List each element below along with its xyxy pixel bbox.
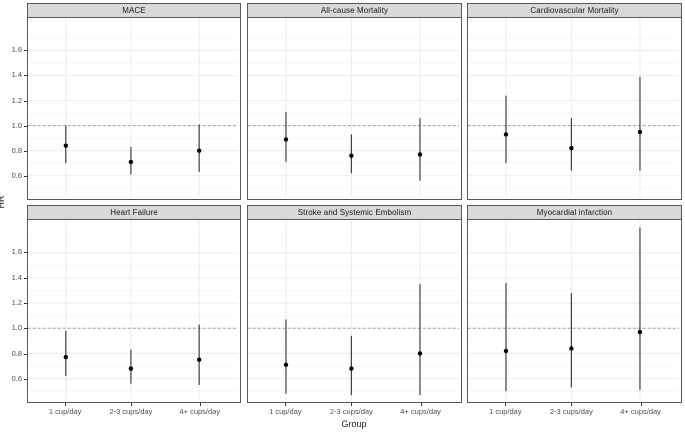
y-tick-label: 1.6 [11,247,22,257]
facet-plot-area [28,18,238,197]
x-tick-mark [505,403,507,406]
y-tick-mark [24,328,27,330]
y-tick-label: 0.8 [11,146,22,156]
x-tick-mark [130,403,132,406]
data-point [569,346,574,351]
facet-plot-area [248,220,459,400]
facet-title: Heart Failure [110,208,158,217]
data-point [196,148,202,153]
x-tick-label: 4+ cups/day [620,407,661,416]
data-point [637,129,643,135]
y-tick-label: 0.8 [11,348,22,358]
facet-title: Myocardial infarction [536,208,613,217]
facet-panel-mace [27,17,241,200]
x-tick-label: 4+ cups/day [179,407,221,416]
facet-panel-all-cause-mortality [247,17,462,200]
facet-title: All-cause Mortality [320,6,389,15]
y-tick-mark [24,379,27,381]
facet-plot-area [468,18,679,197]
x-tick-mark [640,403,642,406]
x-axis-title: Group [341,419,367,429]
facet-plot-area [468,220,679,400]
x-tick-label: 1 cup/day [269,407,302,416]
y-tick-mark [24,303,27,304]
x-tick-mark [420,403,422,406]
x-tick-mark [571,403,573,406]
data-point [637,329,643,335]
data-point [569,145,574,151]
x-tick-mark [351,403,353,406]
x-tick-mark [199,403,201,406]
y-tick-mark [24,75,27,77]
facet-strip-myocardial-infarction: Myocardial infarction [467,205,682,220]
x-tick-label: 4+ cups/day [400,407,441,416]
y-tick-mark [24,125,27,127]
x-tick-mark [285,403,287,406]
facet-panel-heart-failure [27,219,241,403]
facet-panel-cardiovascular-mortality [467,17,682,200]
y-tick-label: 1.2 [11,298,22,307]
data-point [128,366,134,371]
facet-strip-all-cause-mortality: All-cause Mortality [247,3,462,18]
y-tick-label: 0.6 [11,374,22,384]
facet-title: Stroke and Systemic Embolism [297,208,412,217]
y-tick-label: 0.6 [11,171,22,181]
data-point [63,143,68,148]
x-tick-label: 2-3 cups/day [549,407,593,416]
data-point [349,366,354,371]
data-point [283,362,289,367]
facet-panel-myocardial-infarction [467,219,682,403]
y-tick-label: 1.4 [11,70,22,80]
facet-strip-cardiovascular-mortality: Cardiovascular Mortality [467,3,682,18]
x-tick-mark [65,403,67,406]
data-point [417,152,423,157]
y-tick-mark [24,49,27,51]
y-tick-mark [24,100,27,102]
facet-strip-mace: MACE [27,3,241,18]
facet-strip-stroke-systemic-embolism: Stroke and Systemic Embolism [247,205,462,220]
facet-strip-heart-failure: Heart Failure [27,205,241,220]
y-tick-label: 1.2 [11,95,22,105]
facet-plot-area [28,220,238,400]
y-tick-label: 1.4 [11,272,22,282]
x-tick-label: 2-3 cups/day [329,407,373,416]
facet-title: MACE [122,6,146,15]
data-point [503,348,509,354]
y-tick-mark [24,277,27,279]
y-axis-title: HR [0,195,6,209]
data-point [349,153,354,158]
facet-title: Cardiovascular Mortality [530,6,619,15]
facet-plot-area [248,18,459,197]
data-point [128,159,134,165]
x-tick-label: 1 cup/day [489,407,522,416]
data-point [196,357,202,362]
y-tick-label: 1.0 [11,120,22,130]
data-point [417,351,423,356]
y-tick-mark [24,353,27,355]
facet-panel-stroke-systemic-embolism [247,219,462,403]
y-tick-mark [24,252,27,254]
y-tick-mark [24,151,27,153]
y-tick-mark [24,176,27,178]
y-tick-label: 1.0 [11,323,22,333]
data-point [283,137,289,142]
x-tick-label: 2-3 cups/day [109,407,153,416]
x-tick-label: 1 cup/day [48,407,82,416]
data-point [503,132,509,137]
data-point [63,355,68,360]
y-tick-label: 1.6 [11,44,22,54]
